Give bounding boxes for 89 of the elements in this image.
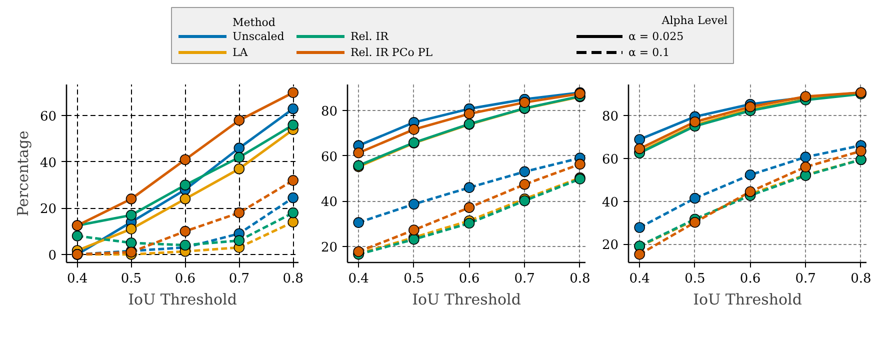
point [234,142,245,154]
point [126,237,137,248]
point [634,222,645,233]
point [800,162,812,172]
y-tick-label: 80 [320,104,338,120]
text: α = 0.025 [628,30,684,43]
x-tick-label: 0.5 [404,272,424,286]
x-tick-label: 0.6 [740,272,761,286]
point [634,248,645,260]
point [234,235,245,246]
y-tick-label: 20 [320,240,338,256]
x-tick-label: 0.4 [66,272,88,286]
point [180,240,191,251]
x-tick-label: 0.5 [684,272,706,286]
point [353,246,364,257]
point [288,175,298,186]
point [126,194,137,204]
point [234,152,245,163]
point [408,124,420,135]
point [72,230,83,242]
point [800,152,812,162]
point [690,216,700,228]
point [288,103,298,114]
y-tick-label: 40 [602,195,619,210]
point [288,216,298,228]
x-tick-label: 0.8 [282,272,304,286]
point [180,226,191,237]
x-tick-label: 0.7 [514,272,535,286]
point [690,116,700,128]
point [126,224,137,234]
point [126,210,137,220]
x-axis-title: IoU Threshold [412,290,522,308]
point [519,166,530,178]
point [234,114,245,126]
point [574,158,586,170]
x-axis-title: IoU Threshold [128,290,238,308]
legend-label: LA [232,46,249,59]
x-tick-label: 0.4 [629,272,650,286]
point [744,170,756,180]
point [464,182,475,193]
point [634,134,645,145]
x-tick-label: 0.7 [795,272,816,286]
text: α = 0.1 [628,46,670,59]
point [519,97,530,108]
point [464,218,475,229]
y-tick-label: 60 [40,110,57,125]
point [288,120,298,130]
x-tick-label: 0.8 [570,272,590,286]
point [464,202,475,213]
legend-label: Rel. IR [350,30,390,43]
y-tick-label: 20 [40,202,57,218]
x-tick-label: 0.8 [850,272,872,286]
point [856,146,866,156]
point [690,192,700,204]
point [353,147,364,158]
point [180,180,191,190]
y-axis-title: Percentage [14,130,32,216]
x-axis-title: IoU Threshold [693,290,802,308]
point [408,198,420,210]
point [180,194,191,204]
text: Alpha Level [660,14,728,27]
x-tick-label: 0.5 [120,272,142,286]
y-tick-label: 0 [48,248,57,264]
y-tick-label: 40 [40,156,57,171]
point [288,192,298,204]
x-tick-label: 0.6 [458,272,480,286]
point [634,143,645,154]
y-tick-label: 60 [320,150,338,165]
point [234,207,245,218]
y-tick-label: 20 [602,238,619,254]
y-tick-label: 60 [602,152,619,168]
point [519,179,530,190]
point [234,163,245,174]
point [744,101,756,112]
legend-title: Method [232,16,276,29]
legend-label: Unscaled [232,30,284,43]
point [288,207,298,218]
y-tick-label: 40 [320,195,338,210]
point [744,186,756,198]
point [288,87,298,98]
x-tick-label: 0.7 [228,272,250,286]
x-tick-label: 0.6 [174,272,196,286]
y-tick-label: 80 [602,109,619,124]
point [180,154,191,166]
point [353,217,364,228]
legend-label: Rel. IR PCo PL [350,46,434,59]
point [464,108,475,120]
point [408,224,420,236]
x-tick-label: 0.4 [348,272,369,286]
